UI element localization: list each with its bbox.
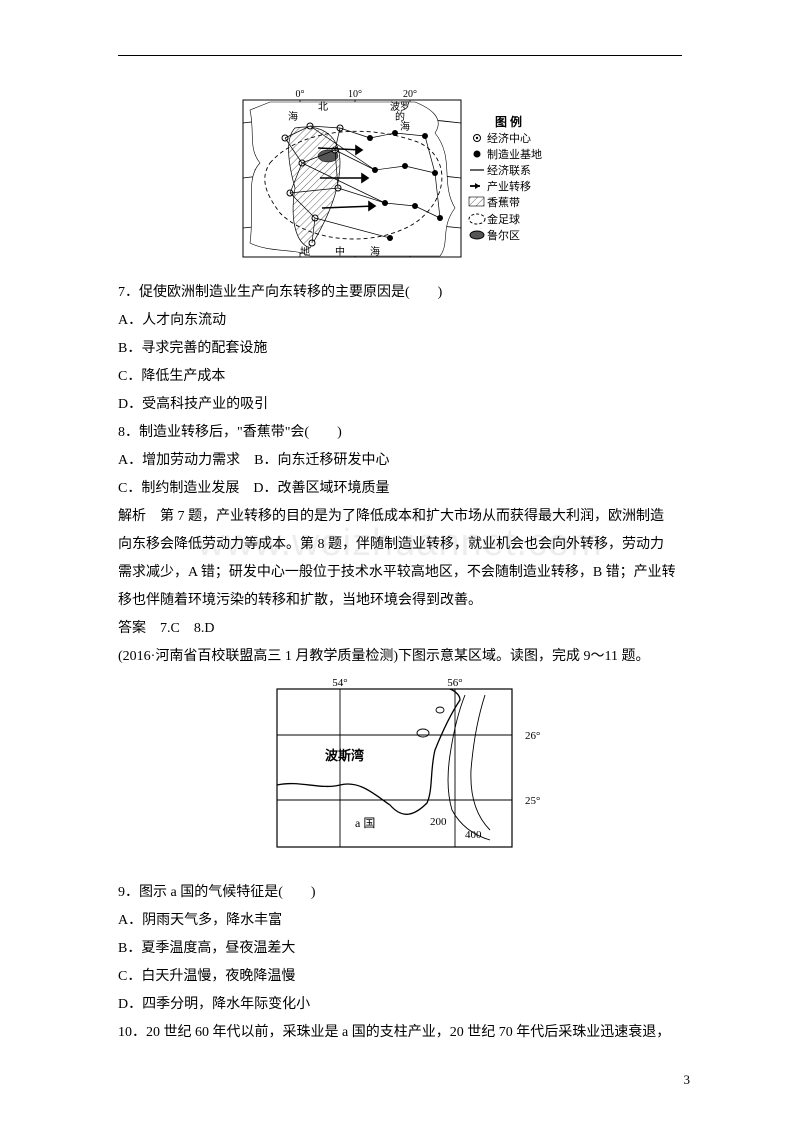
q9-opt-a: A．阴雨天气多，降水丰富: [118, 907, 682, 935]
explain-3: 需求减少，A 错；研发中心一般位于技术水平较高地区，不会随制造业转移，B 错；产…: [118, 559, 682, 587]
figure-1-container: 0° 10° 20° 55° 50° 45°: [118, 88, 682, 271]
explain-2: 向东移会降低劳动力等成本。第 8 题，伴随制造业转移，就业机会也会向外转移，劳动…: [118, 531, 682, 559]
persian-gulf-map-figure: 54° 56° 26° 25°: [255, 675, 545, 860]
svg-text:波斯湾: 波斯湾: [325, 748, 364, 763]
svg-text:200: 200: [430, 816, 447, 828]
q7-opt-c: C．降低生产成本: [118, 363, 682, 391]
svg-text:26°: 26°: [525, 730, 540, 742]
q9-opt-c: C．白天升温慢，夜晚降温慢: [118, 963, 682, 991]
svg-text:56°: 56°: [447, 677, 462, 689]
explain-1: 解析 第 7 题，产业转移的目的是为了降低成本和扩大市场从而获得最大利润，欧洲制…: [118, 503, 682, 531]
svg-text:北: 北: [318, 101, 328, 113]
intro-2: (2016·河南省百校联盟高三 1 月教学质量检测)下图示意某区域。读图，完成 …: [118, 643, 682, 671]
legend-title: 图 例: [495, 114, 522, 129]
map1-lon-0: 0°: [296, 89, 305, 100]
q7-text: 7．促使欧洲制造业生产向东转移的主要原因是( ): [118, 279, 682, 307]
svg-text:海: 海: [400, 120, 410, 133]
q8-text: 8．制造业转移后，"香蕉带"会( ): [118, 419, 682, 447]
svg-text:海: 海: [288, 110, 298, 123]
svg-text:金足球: 金足球: [487, 212, 520, 226]
svg-text:中: 中: [335, 245, 345, 258]
q9-opt-d: D．四季分明，降水年际变化小: [118, 991, 682, 1019]
svg-text:产业转移: 产业转移: [487, 179, 531, 193]
q8-opt-ab: A．增加劳动力需求 B．向东迁移研发中心: [118, 447, 682, 475]
map1-lon-2: 20°: [403, 89, 417, 100]
q10-text: 10．20 世纪 60 年代以前，采珠业是 a 国的支柱产业，20 世纪 70 …: [118, 1019, 682, 1047]
q9-opt-b: B．夏季温度高，昼夜温差大: [118, 935, 682, 963]
svg-text:地: 地: [300, 245, 310, 258]
svg-text:香蕉带: 香蕉带: [487, 196, 520, 209]
svg-text:制造业基地: 制造业基地: [487, 147, 542, 161]
top-rule: [118, 55, 682, 56]
svg-text:400: 400: [465, 829, 482, 841]
svg-text:海: 海: [370, 245, 380, 258]
svg-text:25°: 25°: [525, 795, 540, 807]
svg-text:经济联系: 经济联系: [487, 163, 531, 177]
svg-text:鲁尔区: 鲁尔区: [487, 228, 520, 242]
europe-map-figure: 0° 10° 20° 55° 50° 45°: [240, 88, 560, 260]
answer-line: 答案 7.C 8.D: [118, 615, 682, 643]
figure-2-container: 54° 56° 26° 25°: [118, 675, 682, 871]
svg-text:经济中心: 经济中心: [487, 131, 531, 145]
q7-opt-a: A．人才向东流动: [118, 307, 682, 335]
q7-opt-b: B．寻求完善的配套设施: [118, 335, 682, 363]
q9-text: 9．图示 a 国的气候特征是( ): [118, 879, 682, 907]
svg-text:54°: 54°: [332, 677, 347, 689]
svg-text:a 国: a 国: [355, 816, 375, 830]
q8-opt-cd: C．制约制造业发展 D．改善区域环境质量: [118, 475, 682, 503]
q7-opt-d: D．受高科技产业的吸引: [118, 391, 682, 419]
explain-4: 移也伴随着环境污染的转移和扩散，当地环境会得到改善。: [118, 587, 682, 615]
map1-lon-1: 10°: [348, 89, 362, 100]
page-number: 3: [684, 1072, 691, 1088]
